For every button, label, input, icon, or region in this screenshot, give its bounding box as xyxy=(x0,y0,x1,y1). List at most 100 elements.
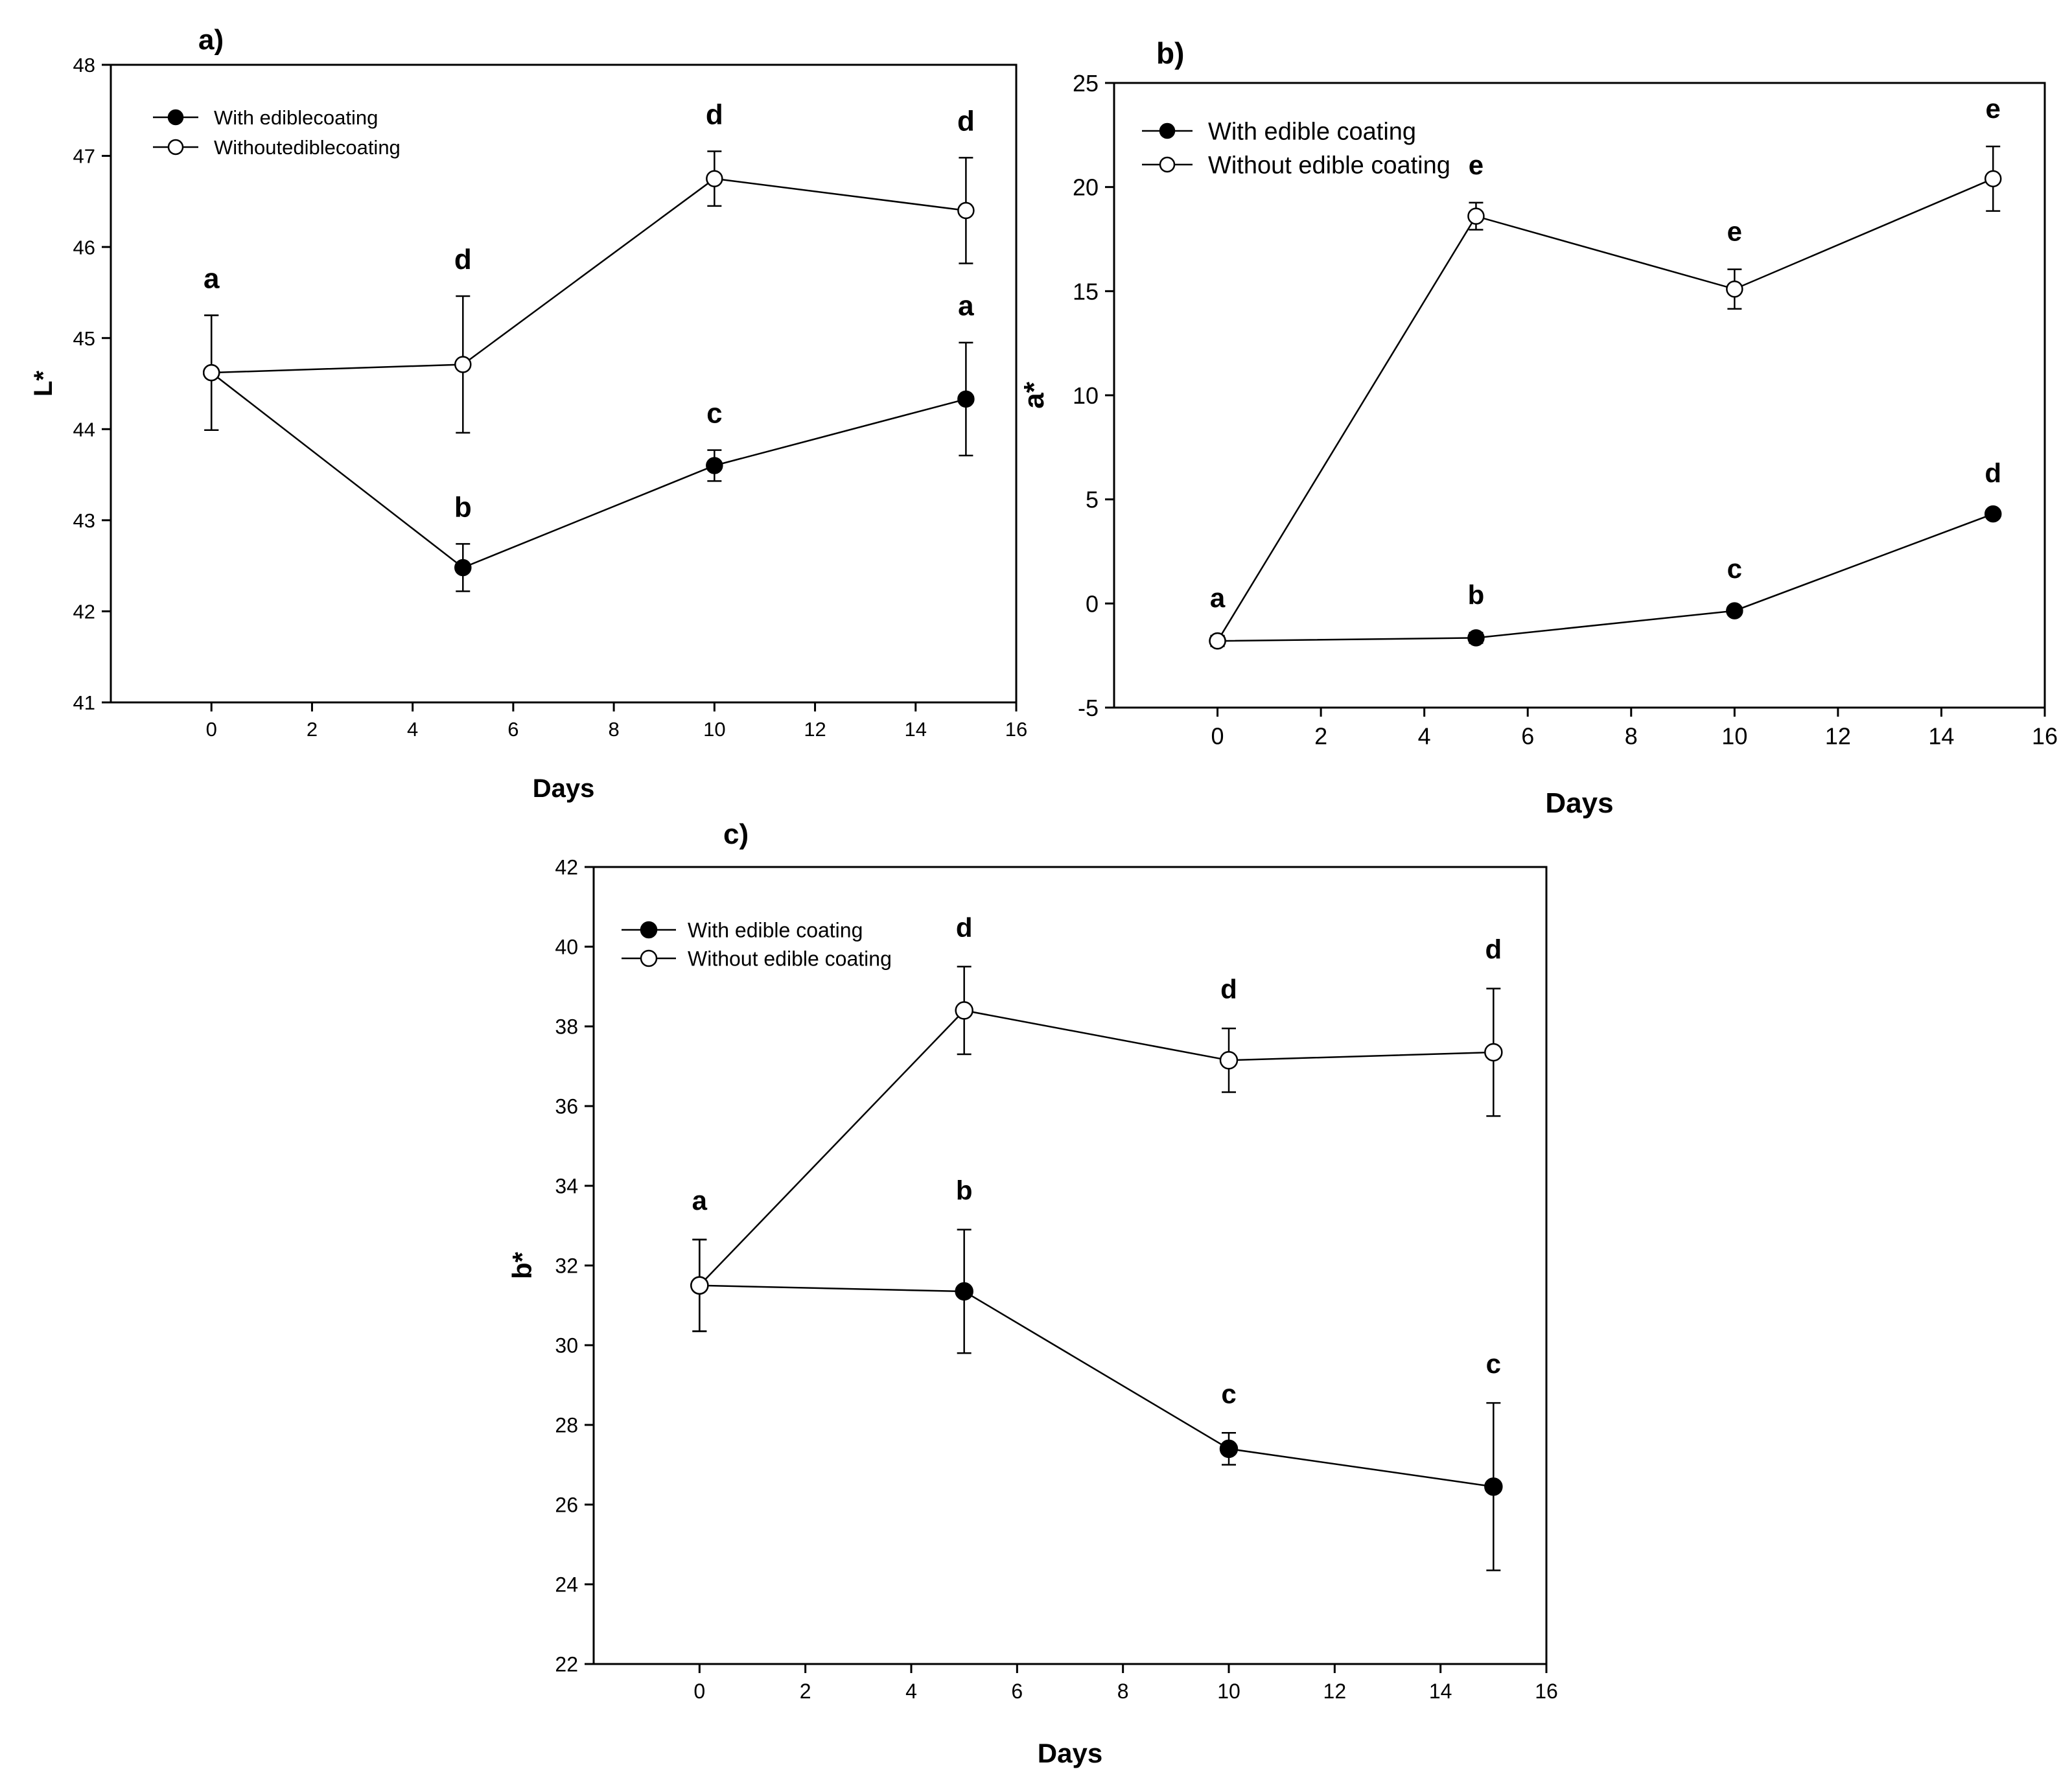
data-point xyxy=(1984,170,2002,188)
significance-letter: a xyxy=(1210,583,1226,613)
y-tick-label: 20 xyxy=(1073,174,1099,201)
y-tick-label: 34 xyxy=(555,1175,578,1198)
series-with-coating: a b c a xyxy=(202,263,975,592)
legend-marker xyxy=(167,139,184,156)
y-tick-label: 10 xyxy=(1073,382,1099,409)
x-tick-label: 16 xyxy=(1535,1680,1558,1703)
series-with-coating: a b c d xyxy=(1209,457,2002,650)
y-tick-label: 40 xyxy=(555,936,578,959)
y-tick-label: 45 xyxy=(73,327,95,350)
significance-letter: c xyxy=(1221,1378,1236,1409)
significance-letter: c xyxy=(1486,1348,1501,1379)
data-point xyxy=(706,170,723,187)
y-tick-label: 0 xyxy=(1086,590,1099,617)
significance-letter: e xyxy=(1986,93,2001,124)
series-line xyxy=(699,1010,1494,1286)
y-tick-label: 25 xyxy=(1073,70,1099,97)
data-point xyxy=(957,202,975,220)
significance-letter: d xyxy=(957,105,975,137)
series-line xyxy=(1217,513,1994,642)
panel-label: a) xyxy=(198,24,224,56)
x-tick-label: 16 xyxy=(1005,718,1027,741)
significance-letter: b xyxy=(956,1175,973,1206)
x-tick-label: 12 xyxy=(804,718,826,741)
data-point xyxy=(1219,1439,1239,1459)
significance-letter: a xyxy=(958,290,974,322)
significance-letter: d xyxy=(454,244,472,275)
legend-marker xyxy=(640,949,658,967)
series-without-coating: e e e xyxy=(1209,93,2002,650)
y-tick-label: 42 xyxy=(555,856,578,879)
significance-letter: a xyxy=(692,1185,708,1216)
legend: With ediblecoating Withoutediblecoating xyxy=(153,106,401,159)
y-tick-label: -5 xyxy=(1078,695,1099,721)
legend-marker xyxy=(640,921,658,939)
x-axis-label: Days xyxy=(1545,787,1613,819)
x-tick-label: 14 xyxy=(1928,722,1954,749)
x-tick-label: 6 xyxy=(507,718,518,741)
y-tick-label: 32 xyxy=(555,1254,578,1278)
x-tick-label: 10 xyxy=(1217,1680,1240,1703)
y-tick-label: 15 xyxy=(1073,278,1099,305)
y-axis-label: a* xyxy=(1018,381,1050,408)
x-tick-label: 8 xyxy=(608,718,619,741)
data-point xyxy=(706,457,723,474)
significance-letter: e xyxy=(1469,150,1484,180)
y-tick-label: 36 xyxy=(555,1095,578,1118)
series-without-coating: d d d xyxy=(202,99,975,434)
x-tick-label: 6 xyxy=(1521,722,1534,749)
y-tick-label: 46 xyxy=(73,236,95,259)
legend-marker xyxy=(167,109,184,126)
x-tick-label: 10 xyxy=(1721,722,1747,749)
data-point xyxy=(955,1001,973,1020)
x-tick-label: 2 xyxy=(1314,722,1327,749)
legend: With edible coating Without edible coatin… xyxy=(622,919,892,971)
x-tick-label: 2 xyxy=(800,1680,811,1703)
y-axis-label: L* xyxy=(29,371,58,397)
significance-letter: b xyxy=(454,491,472,523)
panel-label: b) xyxy=(1156,36,1184,70)
x-tick-label: 8 xyxy=(1625,722,1638,749)
series-without-coating: d d d xyxy=(690,912,1503,1332)
y-tick-label: 47 xyxy=(73,145,95,168)
y-tick-label: 30 xyxy=(555,1334,578,1358)
series-line xyxy=(211,178,966,374)
plot-frame xyxy=(110,64,1018,704)
data-point xyxy=(957,390,975,408)
y-tick-label: 24 xyxy=(555,1573,578,1597)
y-tick-label: 43 xyxy=(73,509,95,532)
significance-letter: d xyxy=(1985,457,2001,488)
x-tick-label: 16 xyxy=(2032,722,2058,749)
data-point xyxy=(202,364,220,382)
data-point xyxy=(1467,207,1485,225)
y-tick-label: 42 xyxy=(73,601,95,623)
x-tick-label: 0 xyxy=(206,718,217,741)
legend-label: With edible coating xyxy=(688,919,863,942)
y-tick-label: 48 xyxy=(73,54,95,76)
series-line xyxy=(699,1284,1494,1488)
legend-marker xyxy=(1159,156,1176,173)
data-point xyxy=(1484,1043,1503,1062)
legend-label: With edible coating xyxy=(1208,119,1416,146)
x-axis-label: Days xyxy=(533,774,595,803)
legend-label: Without edible coating xyxy=(1208,152,1450,179)
y-tick-label: 28 xyxy=(555,1414,578,1437)
x-tick-label: 8 xyxy=(1117,1680,1129,1703)
x-axis-label: Days xyxy=(1038,1738,1102,1768)
legend-label: With ediblecoating xyxy=(214,106,378,129)
series-line xyxy=(1216,178,1994,641)
x-tick-label: 12 xyxy=(1825,722,1851,749)
data-point xyxy=(454,559,472,577)
y-tick-label: 44 xyxy=(73,418,95,441)
x-tick-label: 0 xyxy=(693,1680,705,1703)
data-point xyxy=(1467,629,1485,647)
legend-marker xyxy=(1159,122,1176,139)
y-tick-label: 22 xyxy=(555,1653,578,1676)
data-point xyxy=(955,1282,973,1301)
significance-letter: d xyxy=(956,912,973,943)
significance-letter: c xyxy=(706,398,722,430)
significance-letter: d xyxy=(1220,974,1237,1004)
